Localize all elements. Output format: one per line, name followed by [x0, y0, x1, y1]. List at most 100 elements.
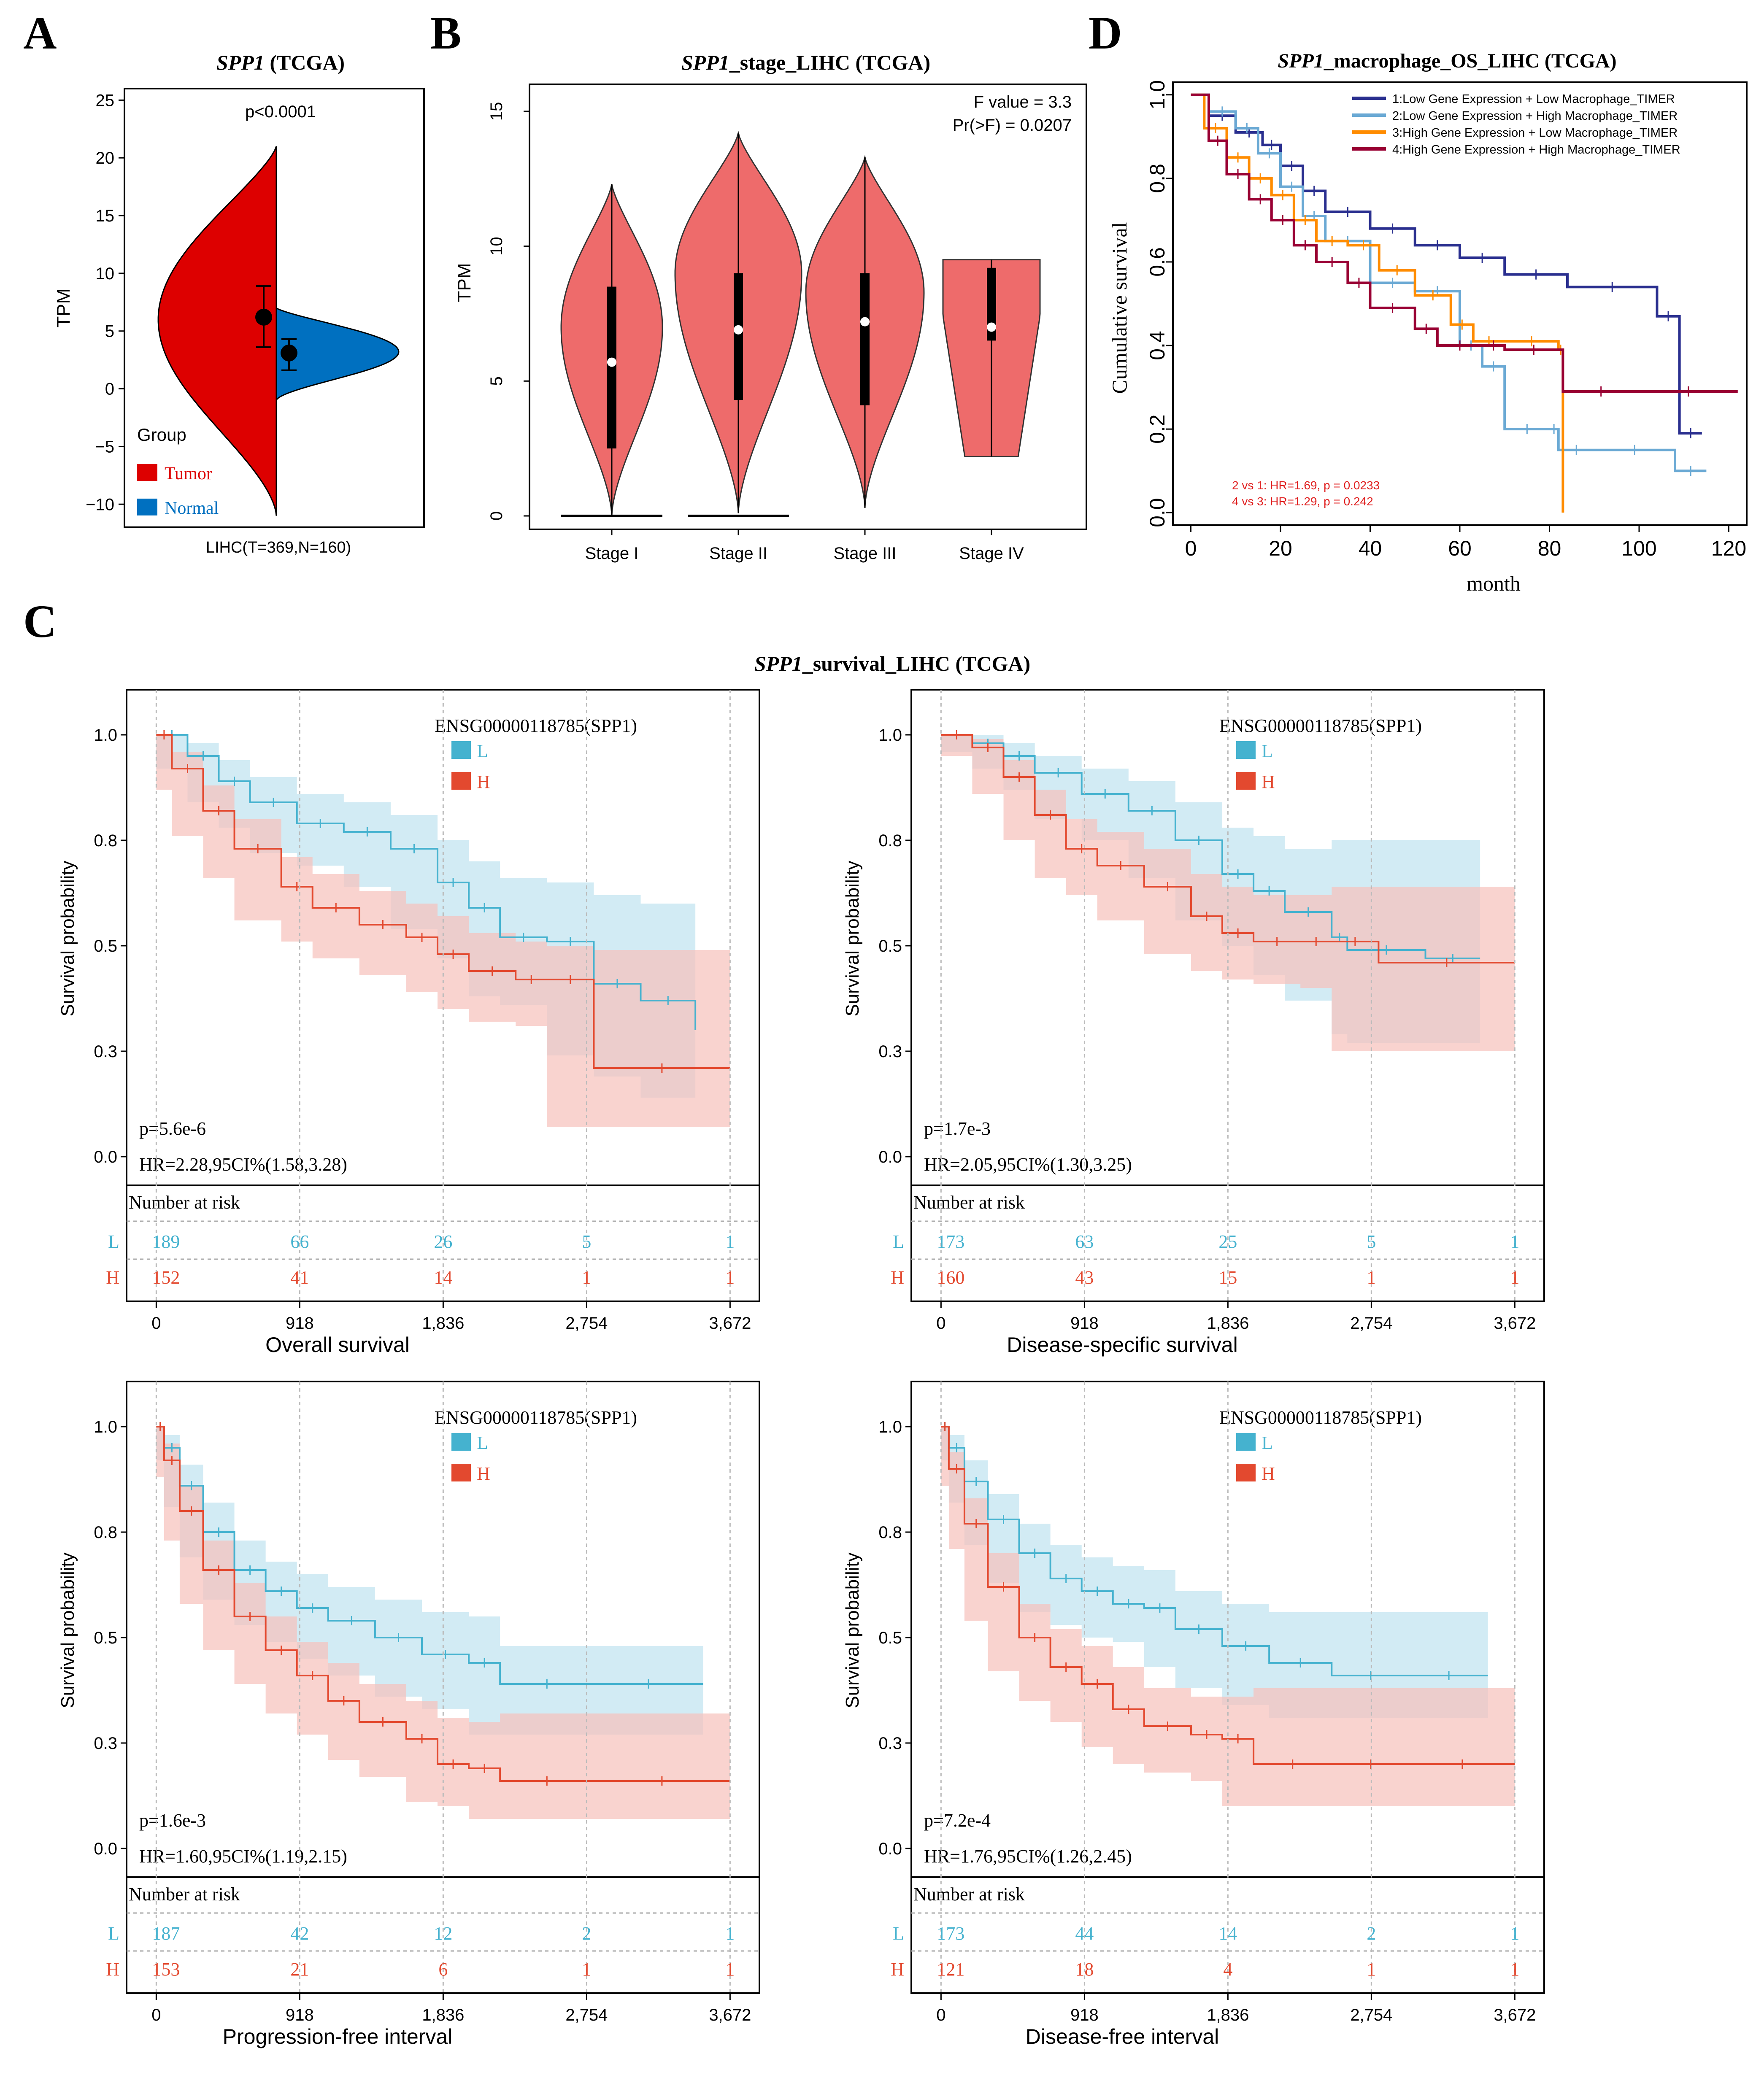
risk-count-high: 43 [1075, 1267, 1094, 1288]
km-hazard-ratio: HR=1.76,95CI%(1.26,2.45) [924, 1846, 1132, 1867]
km-legend-label-high: H [1262, 772, 1275, 792]
stage-label: Stage I [585, 544, 639, 563]
risk-count-high: 1 [725, 1267, 735, 1288]
risk-count-low: 2 [1367, 1923, 1376, 1944]
km-ytick-label: 0.0 [94, 1148, 117, 1166]
stage-median-point [607, 357, 616, 367]
km-legend-swatch-high [451, 1464, 471, 1481]
panel-b-pr: Pr(>F) = 0.0207 [953, 116, 1072, 135]
risk-count-high: 1 [1510, 1267, 1519, 1288]
km-curve-high [156, 1426, 730, 1782]
panel-a-legend-title: Group [137, 425, 186, 445]
risk-count-low: 44 [1075, 1923, 1094, 1944]
panel-b-fvalue: F value = 3.3 [974, 93, 1072, 111]
km-ytick-label: 0.3 [94, 1042, 117, 1061]
panel-a-frame [124, 88, 425, 528]
risk-table-title: Number at risk [129, 1192, 240, 1213]
km-panel: 1.0 0.8 0.5 0.3 0.0 Survival probability ENSG0… [57, 1381, 760, 2048]
km-legend-swatch-low [451, 741, 471, 759]
km-xtick-label: 0 [151, 1314, 161, 1333]
km-ytick-label: 0.5 [94, 1629, 117, 1647]
risk-count-high: 1 [725, 1959, 735, 1980]
risk-count-high: 1 [582, 1959, 591, 1980]
b-ytick-label: 15 [487, 102, 506, 121]
km-pvalue: p=7.2e-4 [924, 1810, 991, 1831]
km-xtick-label: 3,672 [709, 2006, 751, 2024]
legend-label-group-3: 3:High Gene Expression + Low Macrophage_… [1392, 126, 1678, 140]
normal-violin [276, 307, 400, 401]
risk-row-label-low: L [108, 1231, 119, 1252]
panel-a-title: SPP1 (TCGA) [216, 51, 345, 74]
risk-count-high: 152 [152, 1267, 180, 1288]
a-ytick-label: 25 [96, 91, 115, 110]
risk-count-high: 15 [1218, 1267, 1237, 1288]
stage-median-point [987, 322, 996, 332]
km-xtick-label: 2,754 [1350, 1314, 1392, 1333]
km-legend-label-high: H [1262, 1463, 1275, 1484]
km-legend-swatch-low [451, 1433, 471, 1451]
legend-label-group-4: 4:High Gene Expression + High Macrophage… [1392, 143, 1680, 157]
risk-count-high: 1 [1367, 1267, 1376, 1288]
km-legend-title: ENSG00000118785(SPP1) [1219, 1407, 1422, 1428]
stage-label: Stage III [834, 544, 897, 563]
a-ytick-label: 20 [96, 149, 115, 167]
km-hazard-ratio: HR=2.05,95CI%(1.30,3.25) [924, 1154, 1132, 1175]
km-legend-label-low: L [1262, 1433, 1273, 1453]
km-ytick-label: 0.0 [878, 1840, 902, 1858]
km-ytick-label: 0.5 [878, 937, 902, 955]
km-curve-group-3 [1191, 93, 1564, 513]
d-ytick-label: 0.6 [1145, 247, 1169, 277]
panel-letter-a: A [23, 7, 57, 59]
risk-count-high: 1 [1510, 1959, 1519, 1980]
risk-table-title: Number at risk [129, 1884, 240, 1905]
km-ytick-label: 0.8 [878, 1523, 902, 1542]
km-hazard-ratio: HR=1.60,95CI%(1.19,2.15) [139, 1846, 347, 1867]
d-xtick-label: 0 [1185, 537, 1197, 560]
risk-count-high: 1 [582, 1267, 591, 1288]
km-xtick-label: 2,754 [565, 2006, 608, 2024]
legend-normal-swatch [137, 499, 157, 515]
stage-iqr-box [860, 273, 870, 405]
km-legend-swatch-high [1236, 772, 1256, 790]
panel-c-title: SPP1_survival_LIHC (TCGA) [754, 652, 1030, 675]
km-legend-swatch-low [1236, 741, 1256, 759]
b-ytick-label: 5 [487, 376, 506, 386]
panel-a-xlabel: LIHC(T=369,N=160) [206, 539, 351, 556]
km-legend-label-high: H [477, 1463, 490, 1484]
km-curve-high [941, 734, 1515, 963]
km-ytick-label: 0.5 [878, 1629, 902, 1647]
km-xtick-label: 3,672 [1494, 1314, 1536, 1333]
d-xtick-label: 80 [1538, 537, 1561, 560]
km-legend-title: ENSG00000118785(SPP1) [435, 1407, 637, 1428]
km-pvalue: p=5.6e-6 [139, 1118, 206, 1139]
km-ytick-label: 1.0 [878, 1418, 902, 1436]
risk-row-label-high: H [106, 1959, 119, 1980]
km-curve-low [941, 1426, 1488, 1676]
risk-count-low: 42 [290, 1923, 309, 1944]
km-xtick-label: 3,672 [709, 1314, 751, 1333]
panel-d-annotation-1: 2 vs 1: HR=1.69, p = 0.0233 [1232, 479, 1380, 492]
panel-d: SPP1_macrophage_OS_LIHC (TCGA) Cumulativ… [1108, 50, 1748, 595]
panel-letter-d: D [1089, 7, 1122, 59]
d-ytick-label: 0.0 [1145, 498, 1169, 528]
km-ylabel: Survival probability [57, 861, 78, 1016]
a-ytick-label: −5 [95, 437, 114, 456]
risk-count-low: 26 [434, 1231, 452, 1252]
km-curve-low [156, 734, 697, 1030]
km-panel: 1.0 0.8 0.5 0.3 0.0 Survival probability ENSG0… [57, 689, 760, 1357]
risk-count-high: 21 [290, 1959, 309, 1980]
risk-count-low: 1 [725, 1923, 735, 1944]
km-xtick-label: 918 [1070, 2006, 1099, 2024]
b-ytick-label: 10 [487, 237, 506, 256]
panel-b: SPP1_stage_LIHC (TCGA) F value = 3.3 Pr(… [454, 51, 1087, 563]
legend-label-group-1: 1:Low Gene Expression + Low Macrophage_T… [1392, 92, 1675, 106]
km-panel: 1.0 0.8 0.5 0.3 0.0 Survival probability ENSG0… [842, 689, 1545, 1357]
km-xtick-label: 0 [936, 1314, 945, 1333]
panel-d-xlabel: month [1467, 572, 1521, 595]
risk-count-low: 173 [937, 1231, 964, 1252]
km-ytick-label: 0.8 [878, 831, 902, 850]
d-ytick-label: 1.0 [1145, 80, 1169, 110]
km-xtick-label: 2,754 [1350, 2006, 1392, 2024]
risk-count-high: 14 [434, 1267, 452, 1288]
